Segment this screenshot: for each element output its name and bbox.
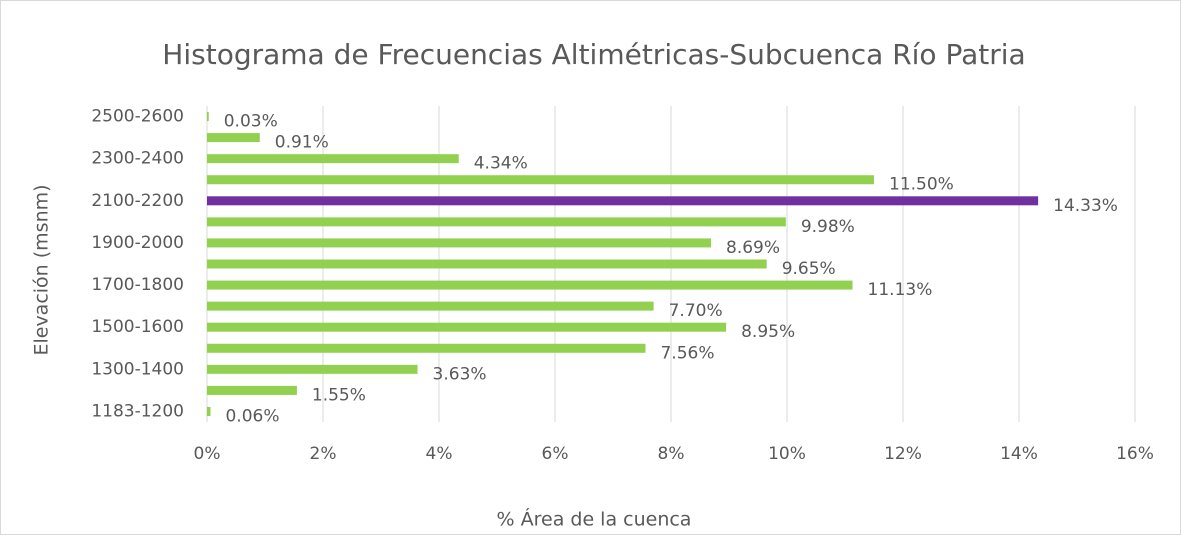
chart-title: Histograma de Frecuencias Altimétricas-S… xyxy=(162,38,1025,71)
data-label: 8.69% xyxy=(726,238,780,258)
data-label: 9.98% xyxy=(801,217,855,237)
data-label: 7.70% xyxy=(669,301,723,321)
bar xyxy=(207,196,1039,206)
data-label: 4.34% xyxy=(474,154,528,174)
x-tick-label: 8% xyxy=(658,444,685,464)
data-label: 1.55% xyxy=(312,385,366,405)
data-label: 11.50% xyxy=(889,175,954,195)
y-tick-label: 2500-2600 xyxy=(91,107,184,127)
data-label: 7.56% xyxy=(660,343,714,363)
x-axis-label: % Área de la cuenca xyxy=(497,508,692,531)
bar xyxy=(207,238,712,248)
bar xyxy=(207,217,786,227)
y-tick-label: 1183-1200 xyxy=(91,401,184,421)
y-tick-label: 1900-2000 xyxy=(91,233,184,253)
bar xyxy=(207,154,459,164)
bar xyxy=(207,133,260,143)
bar xyxy=(207,322,727,332)
data-label: 0.03% xyxy=(224,112,278,132)
x-tick-label: 12% xyxy=(884,444,922,464)
x-tick-label: 14% xyxy=(1000,444,1038,464)
data-label: 8.95% xyxy=(741,322,795,342)
y-tick-label: 1300-1400 xyxy=(91,359,184,379)
data-label: 3.63% xyxy=(433,364,487,384)
y-tick-label: 1500-1600 xyxy=(91,317,184,337)
x-tick-label: 10% xyxy=(768,444,806,464)
bar xyxy=(207,385,297,395)
bar xyxy=(207,175,874,185)
bar xyxy=(207,280,853,290)
bar xyxy=(207,112,209,122)
bar xyxy=(207,406,211,416)
x-tick-label: 6% xyxy=(542,444,569,464)
data-label: 0.06% xyxy=(225,406,279,426)
x-tick-label: 0% xyxy=(194,444,221,464)
y-tick-label: 2100-2200 xyxy=(91,191,184,211)
bar xyxy=(207,343,646,353)
data-label: 9.65% xyxy=(782,259,836,279)
y-tick-label: 2300-2400 xyxy=(91,149,184,169)
bar xyxy=(207,364,418,374)
x-tick-label: 16% xyxy=(1116,444,1154,464)
data-label: 14.33% xyxy=(1053,196,1118,216)
bar xyxy=(207,259,767,269)
data-label: 11.13% xyxy=(868,280,933,300)
y-tick-label: 1700-1800 xyxy=(91,275,184,295)
x-tick-label: 4% xyxy=(426,444,453,464)
y-axis-label: Elevación (msnm) xyxy=(31,184,53,355)
data-label: 0.91% xyxy=(275,133,329,153)
bar xyxy=(207,301,654,311)
x-tick-label: 2% xyxy=(310,444,337,464)
